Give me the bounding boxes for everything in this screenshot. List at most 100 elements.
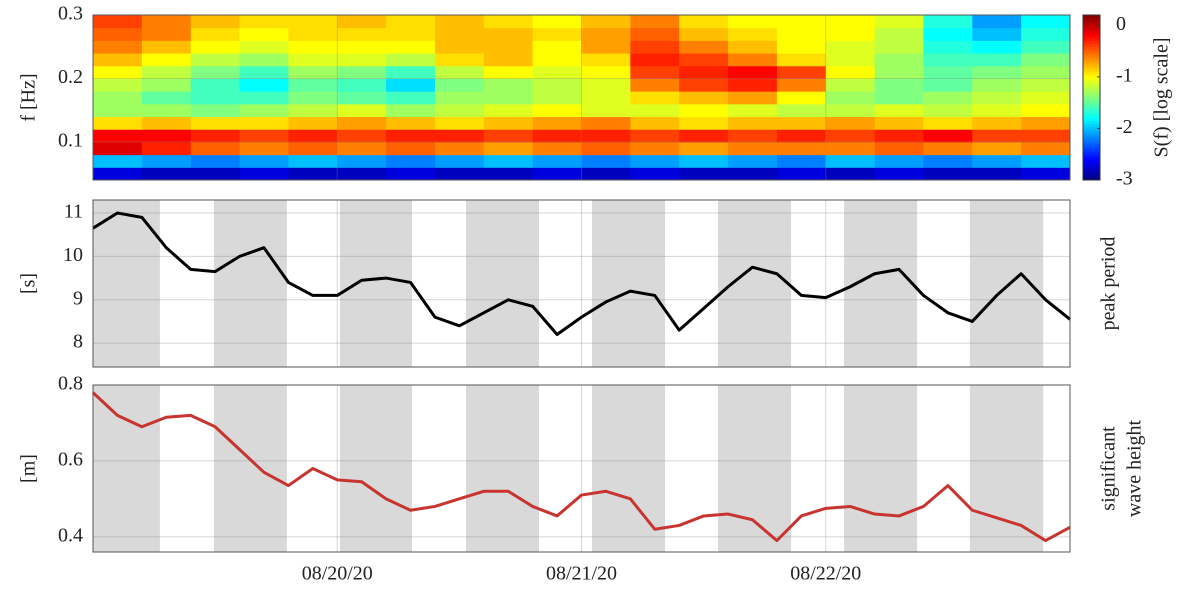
colorbar-segment xyxy=(1083,97,1100,101)
heat-cell xyxy=(679,53,729,67)
heat-cell xyxy=(434,78,485,92)
heat-cell xyxy=(239,91,289,105)
heat-cell xyxy=(288,53,338,67)
heat-cell xyxy=(630,40,680,54)
colorbar-segment xyxy=(1083,79,1100,83)
heat-cell xyxy=(434,91,485,105)
colorbar-segment xyxy=(1083,53,1100,57)
heat-cell xyxy=(1021,116,1071,130)
heat-cell xyxy=(141,27,192,41)
heat-cell xyxy=(972,65,1022,79)
colorbar-segment xyxy=(1083,48,1100,52)
colorbar-segment xyxy=(1083,51,1100,55)
heat-cell xyxy=(776,40,827,54)
data-line xyxy=(91,391,1071,543)
heat-cell xyxy=(630,91,680,105)
heat-cell xyxy=(483,53,534,67)
night-band xyxy=(718,200,792,367)
colorbar-segment xyxy=(1083,112,1100,117)
heat-cell xyxy=(239,53,289,67)
heat-cell xyxy=(141,129,192,143)
colorbar-segment xyxy=(1083,100,1100,104)
colorbar-segment xyxy=(1083,15,1100,19)
heat-cell xyxy=(1021,141,1071,156)
heat-cell xyxy=(874,40,924,54)
heat-cell xyxy=(190,78,241,92)
colorbar-segment xyxy=(1083,66,1100,70)
colorbar-segment xyxy=(1083,58,1100,62)
heat-cell xyxy=(728,27,778,41)
night-band xyxy=(844,385,918,552)
heat-cell xyxy=(93,129,143,143)
heat-cell xyxy=(190,15,241,29)
heat-cell xyxy=(483,116,534,130)
colorbar-label: S(f) [log scale] xyxy=(1151,38,1173,158)
heat-cell xyxy=(141,40,192,54)
heat-cell xyxy=(874,116,924,130)
heat-cell xyxy=(93,103,143,118)
heat-cell xyxy=(386,27,436,41)
colorbar-segment xyxy=(1083,125,1100,129)
colorbar-segment xyxy=(1083,17,1100,21)
heat-cell xyxy=(288,116,338,130)
heat-cell xyxy=(923,167,973,181)
colorbar-segment xyxy=(1083,92,1100,96)
heat-cell xyxy=(874,141,924,156)
colorbar-segment xyxy=(1083,43,1100,47)
heat-cell xyxy=(141,91,192,105)
colorbar-segment xyxy=(1083,87,1100,91)
colorbar-segment xyxy=(1083,110,1100,114)
heat-cell xyxy=(776,78,827,92)
right-label: significant xyxy=(1098,426,1120,511)
plot-frame xyxy=(92,199,1071,368)
heat-cell xyxy=(93,40,143,54)
colorbar-segment xyxy=(1083,143,1100,147)
heat-cell xyxy=(190,103,241,118)
night-band xyxy=(339,200,412,367)
heat-cell xyxy=(337,103,387,118)
heat-cell xyxy=(288,15,338,29)
heat-cell xyxy=(679,78,729,92)
heat-cell xyxy=(93,141,143,156)
colorbar-tick-label: -2 xyxy=(1116,116,1133,138)
heat-cell xyxy=(434,154,485,168)
colorbar-segment xyxy=(1083,22,1100,26)
night-band xyxy=(339,385,412,552)
heat-cell xyxy=(581,154,631,168)
heat-cell xyxy=(288,65,338,79)
y-tick-label: 0.3 xyxy=(58,3,83,25)
heat-cell xyxy=(972,78,1022,92)
heat-cell xyxy=(337,27,387,41)
heat-cell xyxy=(239,103,289,118)
heat-cell xyxy=(532,103,582,118)
colorbar-segment xyxy=(1083,107,1100,111)
colorbar-segment xyxy=(1083,174,1100,178)
heat-cell xyxy=(239,141,289,156)
colorbar-segment xyxy=(1083,141,1100,145)
heat-cell xyxy=(190,27,241,41)
heat-cell xyxy=(874,53,924,67)
heat-cell xyxy=(337,53,387,67)
heat-cell xyxy=(825,78,876,92)
colorbar-segment xyxy=(1083,61,1100,65)
heat-cell xyxy=(581,15,631,29)
heat-cell xyxy=(190,129,241,143)
heat-cell xyxy=(728,78,778,92)
heat-cell xyxy=(386,65,436,79)
heat-cell xyxy=(239,129,289,143)
heat-cell xyxy=(776,91,827,105)
heat-cell xyxy=(679,40,729,54)
colorbar-segment xyxy=(1083,56,1100,60)
colorbar-segment xyxy=(1083,89,1100,93)
heat-cell xyxy=(1021,167,1071,181)
heat-cell xyxy=(532,15,582,29)
heat-cell xyxy=(190,65,241,79)
heat-cell xyxy=(141,53,192,67)
heat-cell xyxy=(288,103,338,118)
heat-cell xyxy=(776,53,827,67)
heat-cell xyxy=(386,103,436,118)
heat-cell xyxy=(776,154,827,168)
y-tick-label: 0.6 xyxy=(58,449,83,471)
heat-cell xyxy=(581,65,631,79)
colorbar-segment xyxy=(1083,105,1100,109)
